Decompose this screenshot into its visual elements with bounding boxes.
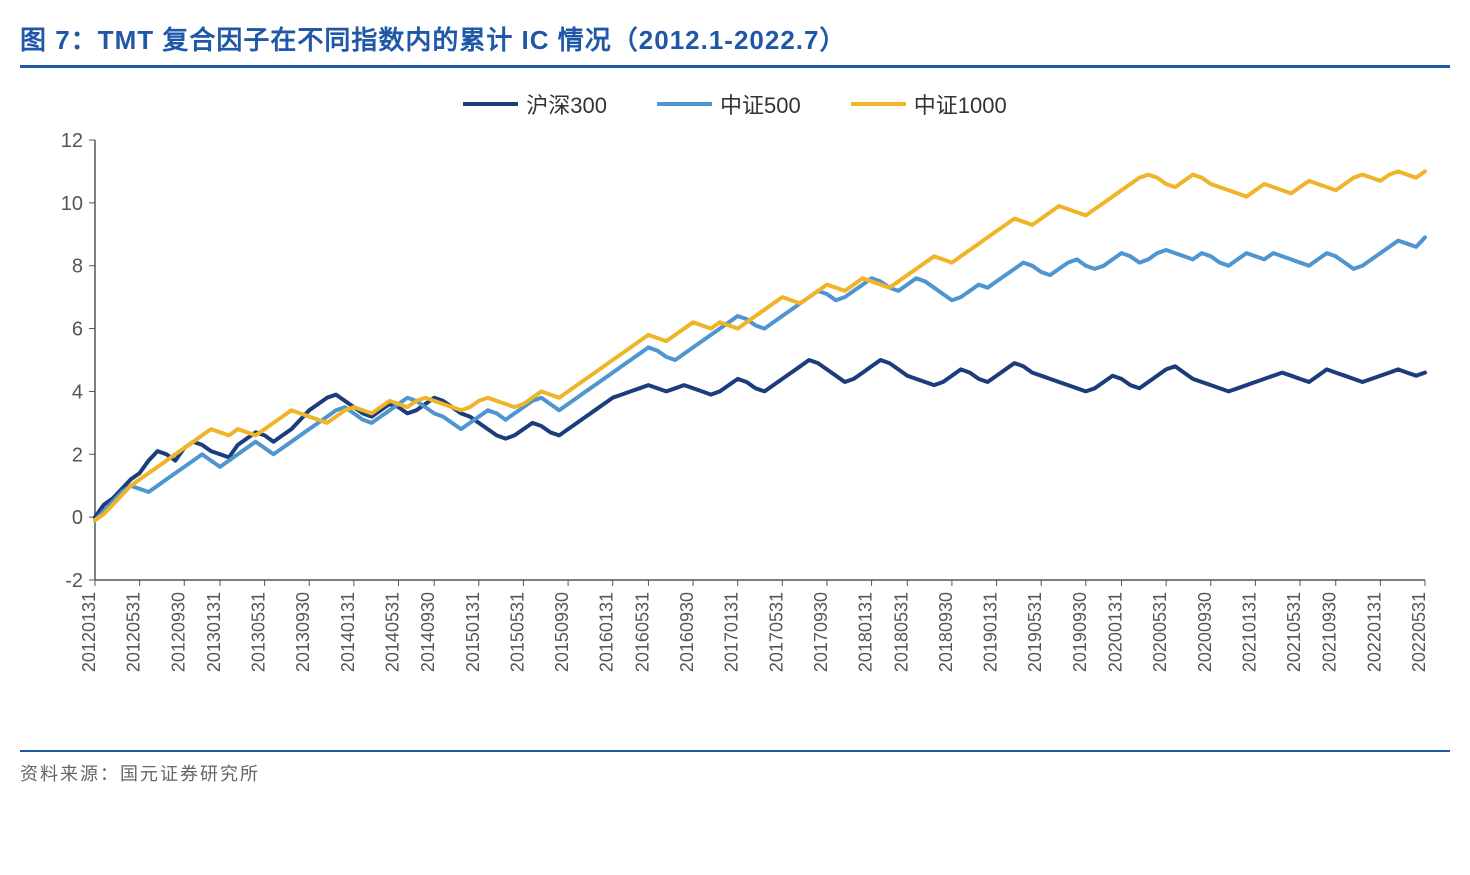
svg-text:8: 8 bbox=[72, 256, 83, 278]
svg-text:20120531: 20120531 bbox=[124, 592, 144, 672]
svg-text:20180531: 20180531 bbox=[891, 592, 911, 672]
svg-text:2: 2 bbox=[72, 444, 83, 466]
svg-text:20150930: 20150930 bbox=[552, 592, 572, 672]
bottom-rule bbox=[20, 750, 1450, 752]
svg-text:20190131: 20190131 bbox=[981, 592, 1001, 672]
svg-text:6: 6 bbox=[72, 319, 83, 341]
svg-text:20160930: 20160930 bbox=[677, 592, 697, 672]
legend-item: 中证500 bbox=[657, 88, 801, 120]
svg-text:20180930: 20180930 bbox=[936, 592, 956, 672]
legend-item: 沪深300 bbox=[463, 88, 607, 120]
legend-swatch bbox=[851, 102, 906, 106]
legend: 沪深300 中证500 中证1000 bbox=[20, 88, 1450, 120]
svg-text:20210930: 20210930 bbox=[1320, 592, 1340, 672]
source-text: 资料来源：国元证券研究所 bbox=[20, 760, 1450, 786]
svg-text:20120930: 20120930 bbox=[168, 592, 188, 672]
svg-text:20120131: 20120131 bbox=[79, 592, 99, 672]
svg-text:20140930: 20140930 bbox=[418, 592, 438, 672]
svg-text:20130131: 20130131 bbox=[204, 592, 224, 672]
legend-item: 中证1000 bbox=[851, 88, 1007, 120]
svg-text:20180131: 20180131 bbox=[856, 592, 876, 672]
svg-text:20140531: 20140531 bbox=[382, 592, 402, 672]
chart-title: 图 7：TMT 复合因子在不同指数内的累计 IC 情况（2012.1-2022.… bbox=[20, 20, 1450, 57]
svg-text:20190531: 20190531 bbox=[1025, 592, 1045, 672]
svg-text:20150531: 20150531 bbox=[507, 592, 527, 672]
svg-text:20170930: 20170930 bbox=[811, 592, 831, 672]
svg-text:20170131: 20170131 bbox=[722, 592, 742, 672]
legend-label: 中证1000 bbox=[914, 88, 1007, 120]
svg-text:20140131: 20140131 bbox=[338, 592, 358, 672]
svg-text:4: 4 bbox=[72, 381, 83, 403]
legend-label: 中证500 bbox=[720, 88, 801, 120]
svg-text:20150131: 20150131 bbox=[463, 592, 483, 672]
svg-text:20160531: 20160531 bbox=[632, 592, 652, 672]
svg-text:20210131: 20210131 bbox=[1239, 592, 1259, 672]
svg-text:20160131: 20160131 bbox=[597, 592, 617, 672]
svg-text:20170531: 20170531 bbox=[766, 592, 786, 672]
svg-text:20200131: 20200131 bbox=[1106, 592, 1126, 672]
legend-label: 沪深300 bbox=[526, 88, 607, 120]
svg-text:20220531: 20220531 bbox=[1409, 592, 1429, 672]
svg-text:20200930: 20200930 bbox=[1195, 592, 1215, 672]
svg-text:0: 0 bbox=[72, 507, 83, 529]
svg-text:20130531: 20130531 bbox=[249, 592, 269, 672]
svg-text:12: 12 bbox=[61, 130, 83, 152]
svg-text:10: 10 bbox=[61, 193, 83, 215]
legend-swatch bbox=[657, 102, 712, 106]
svg-text:20220131: 20220131 bbox=[1364, 592, 1384, 672]
svg-text:20130930: 20130930 bbox=[293, 592, 313, 672]
svg-text:20190930: 20190930 bbox=[1070, 592, 1090, 672]
legend-swatch bbox=[463, 102, 518, 106]
series-line bbox=[95, 171, 1425, 520]
svg-text:20200531: 20200531 bbox=[1150, 592, 1170, 672]
svg-text:20210531: 20210531 bbox=[1284, 592, 1304, 672]
series-line bbox=[95, 237, 1425, 520]
title-rule bbox=[20, 65, 1450, 68]
svg-text:-2: -2 bbox=[65, 570, 83, 592]
line-chart-svg: -2 0 2 4 6 8 10 12 20120131 20120531 20120930 20130… bbox=[35, 130, 1435, 730]
chart-area: -2 0 2 4 6 8 10 12 20120131 20120531 20120930 20130… bbox=[35, 130, 1435, 730]
